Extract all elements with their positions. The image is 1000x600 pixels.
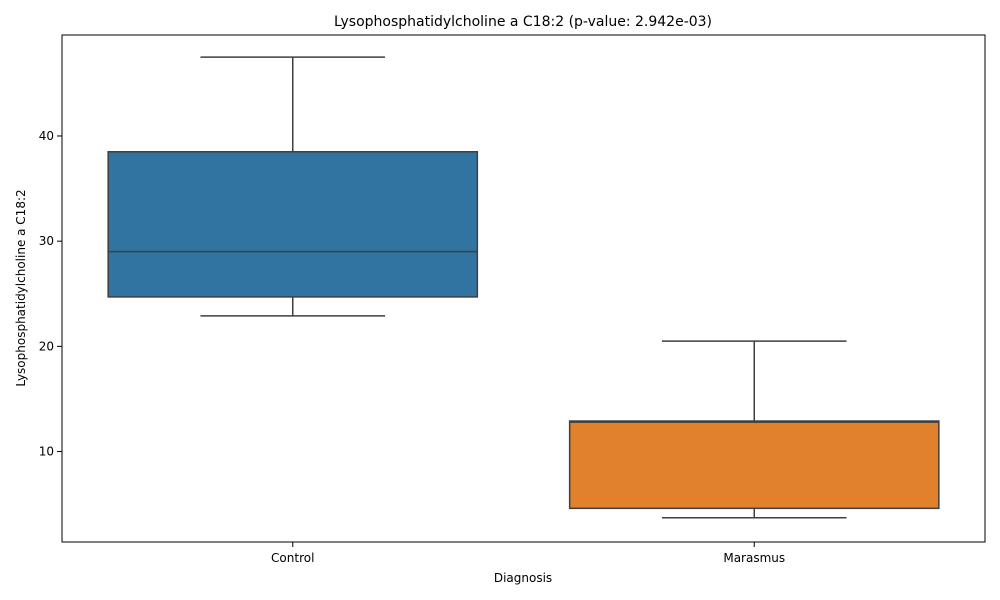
x-tick-label-marasmus: Marasmus [723, 551, 785, 565]
box-group-marasmus [568, 340, 940, 519]
plot-frame [61, 34, 986, 543]
box-group-control [107, 56, 479, 317]
plot-area [61, 34, 986, 543]
y-tick-label: 30 [39, 234, 54, 248]
box-marasmus [568, 420, 940, 510]
y-axis: 10 20 30 40 [39, 129, 62, 459]
y-axis-label: Lysophosphatidylcholine a C18:2 [14, 189, 28, 386]
x-axis: Control Marasmus [271, 542, 785, 565]
y-tick-label: 10 [39, 445, 54, 459]
chart-title: Lysophosphatidylcholine a C18:2 (p-value… [334, 14, 712, 30]
x-axis-label: Diagnosis [494, 571, 552, 585]
y-tick-label: 40 [39, 129, 54, 143]
box-control [107, 151, 479, 298]
x-tick-label-control: Control [271, 551, 314, 565]
y-tick-label: 20 [39, 339, 54, 353]
